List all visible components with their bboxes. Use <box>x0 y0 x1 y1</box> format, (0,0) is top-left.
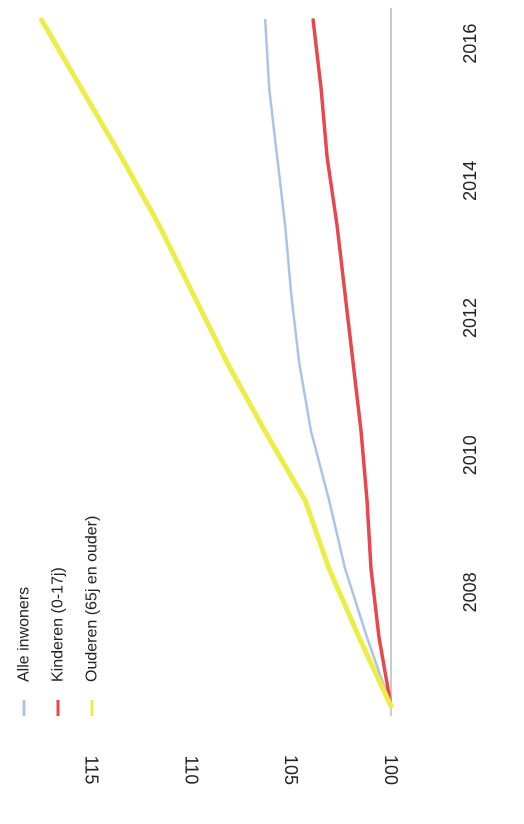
legend-label: Ouderen (65j en ouder) <box>84 516 101 682</box>
y-tick-label: 100 <box>381 755 401 785</box>
x-tick-label: 2008 <box>460 572 480 612</box>
x-tick-label: 2016 <box>460 24 480 64</box>
legend-label: Alle inwoners <box>16 587 33 682</box>
legend-label: Kinderen (0-17j) <box>50 567 67 682</box>
series-line-1 <box>311 18 393 708</box>
y-tick-label: 115 <box>82 756 102 785</box>
x-tick-label: 2012 <box>460 298 480 338</box>
y-tick-labels: 100 105 110 115 <box>82 755 402 785</box>
series-line-2 <box>39 17 394 709</box>
series-line-0 <box>263 18 393 708</box>
x-tick-labels: 2008 2010 2012 2014 2016 <box>460 24 480 613</box>
legend: Alle inwoners Kinderen (0-17j) Ouderen (65… <box>16 516 101 716</box>
x-tick-label: 2014 <box>460 161 480 201</box>
y-tick-label: 110 <box>181 756 201 785</box>
series-lines <box>39 17 394 709</box>
x-tick-label: 2010 <box>460 435 480 475</box>
y-tick-label: 105 <box>281 755 301 785</box>
